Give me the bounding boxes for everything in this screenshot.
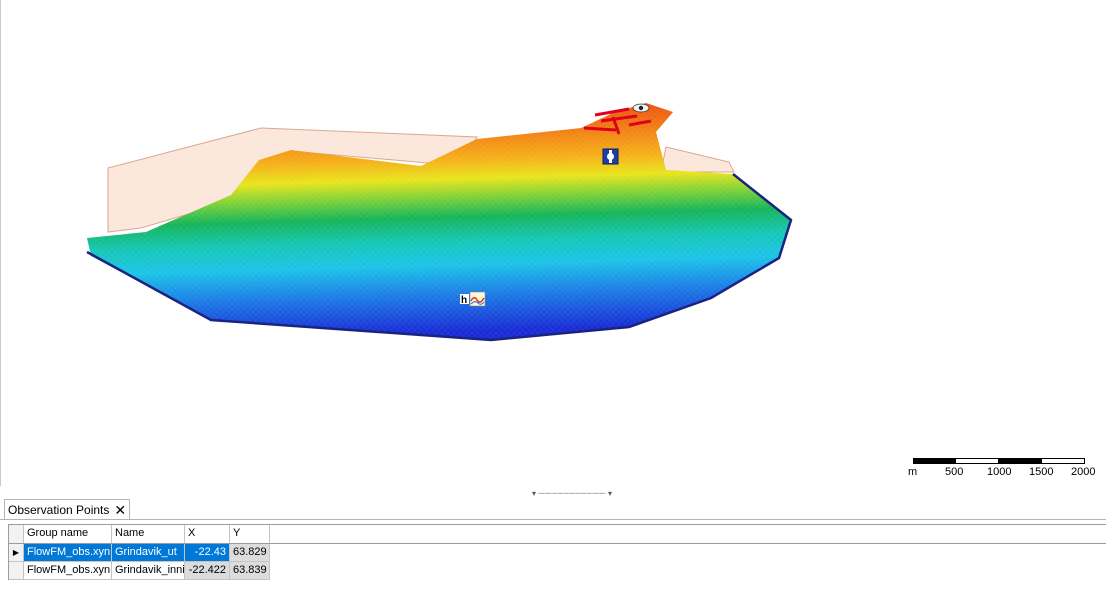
cell-name[interactable]: Grindavik_inni [112, 562, 185, 580]
scale-tick: 1500 [1029, 466, 1054, 478]
map-view[interactable]: h m 500 1000 1500 2000 [0, 0, 1106, 486]
row-filler [270, 544, 1106, 562]
column-header-y[interactable]: Y [230, 525, 270, 543]
tab-label: Observation Points [8, 502, 110, 517]
observation-points-grid[interactable]: Group name Name X Y ▶ FlowFM_obs.xyn Gri… [8, 524, 1106, 580]
column-header-group-name[interactable]: Group name [24, 525, 112, 543]
cell-name[interactable]: Grindavik_ut [112, 544, 185, 562]
row-selector[interactable] [9, 562, 24, 580]
open-boundary[interactable] [86, 173, 793, 342]
cell-x[interactable]: -22.422 [185, 562, 230, 580]
scale-bar: m 500 1000 1500 2000 [907, 456, 1103, 484]
close-icon[interactable]: ✕ [114, 501, 127, 518]
scale-tick: 2000 [1071, 466, 1096, 478]
row-selector-header [9, 525, 24, 543]
cell-y[interactable]: 63.829 [230, 544, 270, 562]
bathymetry-map[interactable]: h [1, 0, 1106, 486]
scale-bar-segment [955, 458, 999, 464]
splitter-grip[interactable]: ▾ ┈┈┈┈┈┈┈┈┈┈┈┈┈┈ ▾ [532, 489, 612, 498]
eye-icon[interactable] [632, 103, 650, 113]
column-header-x[interactable]: X [185, 525, 230, 543]
cell-x[interactable]: -22.43 [185, 544, 230, 562]
row-selector-arrow-icon[interactable]: ▶ [9, 544, 24, 562]
structure-icon[interactable] [602, 148, 619, 165]
cell-group-name[interactable]: FlowFM_obs.xyn [24, 544, 112, 562]
scale-tick: 1000 [987, 466, 1012, 478]
table-row[interactable]: FlowFM_obs.xyn Grindavik_inni -22.422 63… [9, 562, 1106, 580]
observation-point-icon[interactable]: h [460, 291, 486, 307]
column-header-name[interactable]: Name [112, 525, 185, 543]
scale-unit: m [908, 466, 918, 478]
cell-group-name[interactable]: FlowFM_obs.xyn [24, 562, 112, 580]
scale-bar-segment [999, 458, 1041, 464]
row-filler [270, 562, 1106, 580]
scale-bar-segment [913, 458, 955, 464]
water-level-label: h [461, 295, 467, 306]
table-row[interactable]: ▶ FlowFM_obs.xyn Grindavik_ut -22.43 63.… [9, 544, 1106, 562]
tab-observation-points[interactable]: Observation Points ✕ [4, 499, 130, 519]
cell-y[interactable]: 63.839 [230, 562, 270, 580]
grid-header: Group name Name X Y [9, 524, 1106, 544]
scale-bar-segment [1041, 458, 1085, 464]
scale-tick: 500 [945, 466, 964, 478]
harbour-structures[interactable] [583, 107, 652, 135]
header-filler [270, 525, 1106, 543]
